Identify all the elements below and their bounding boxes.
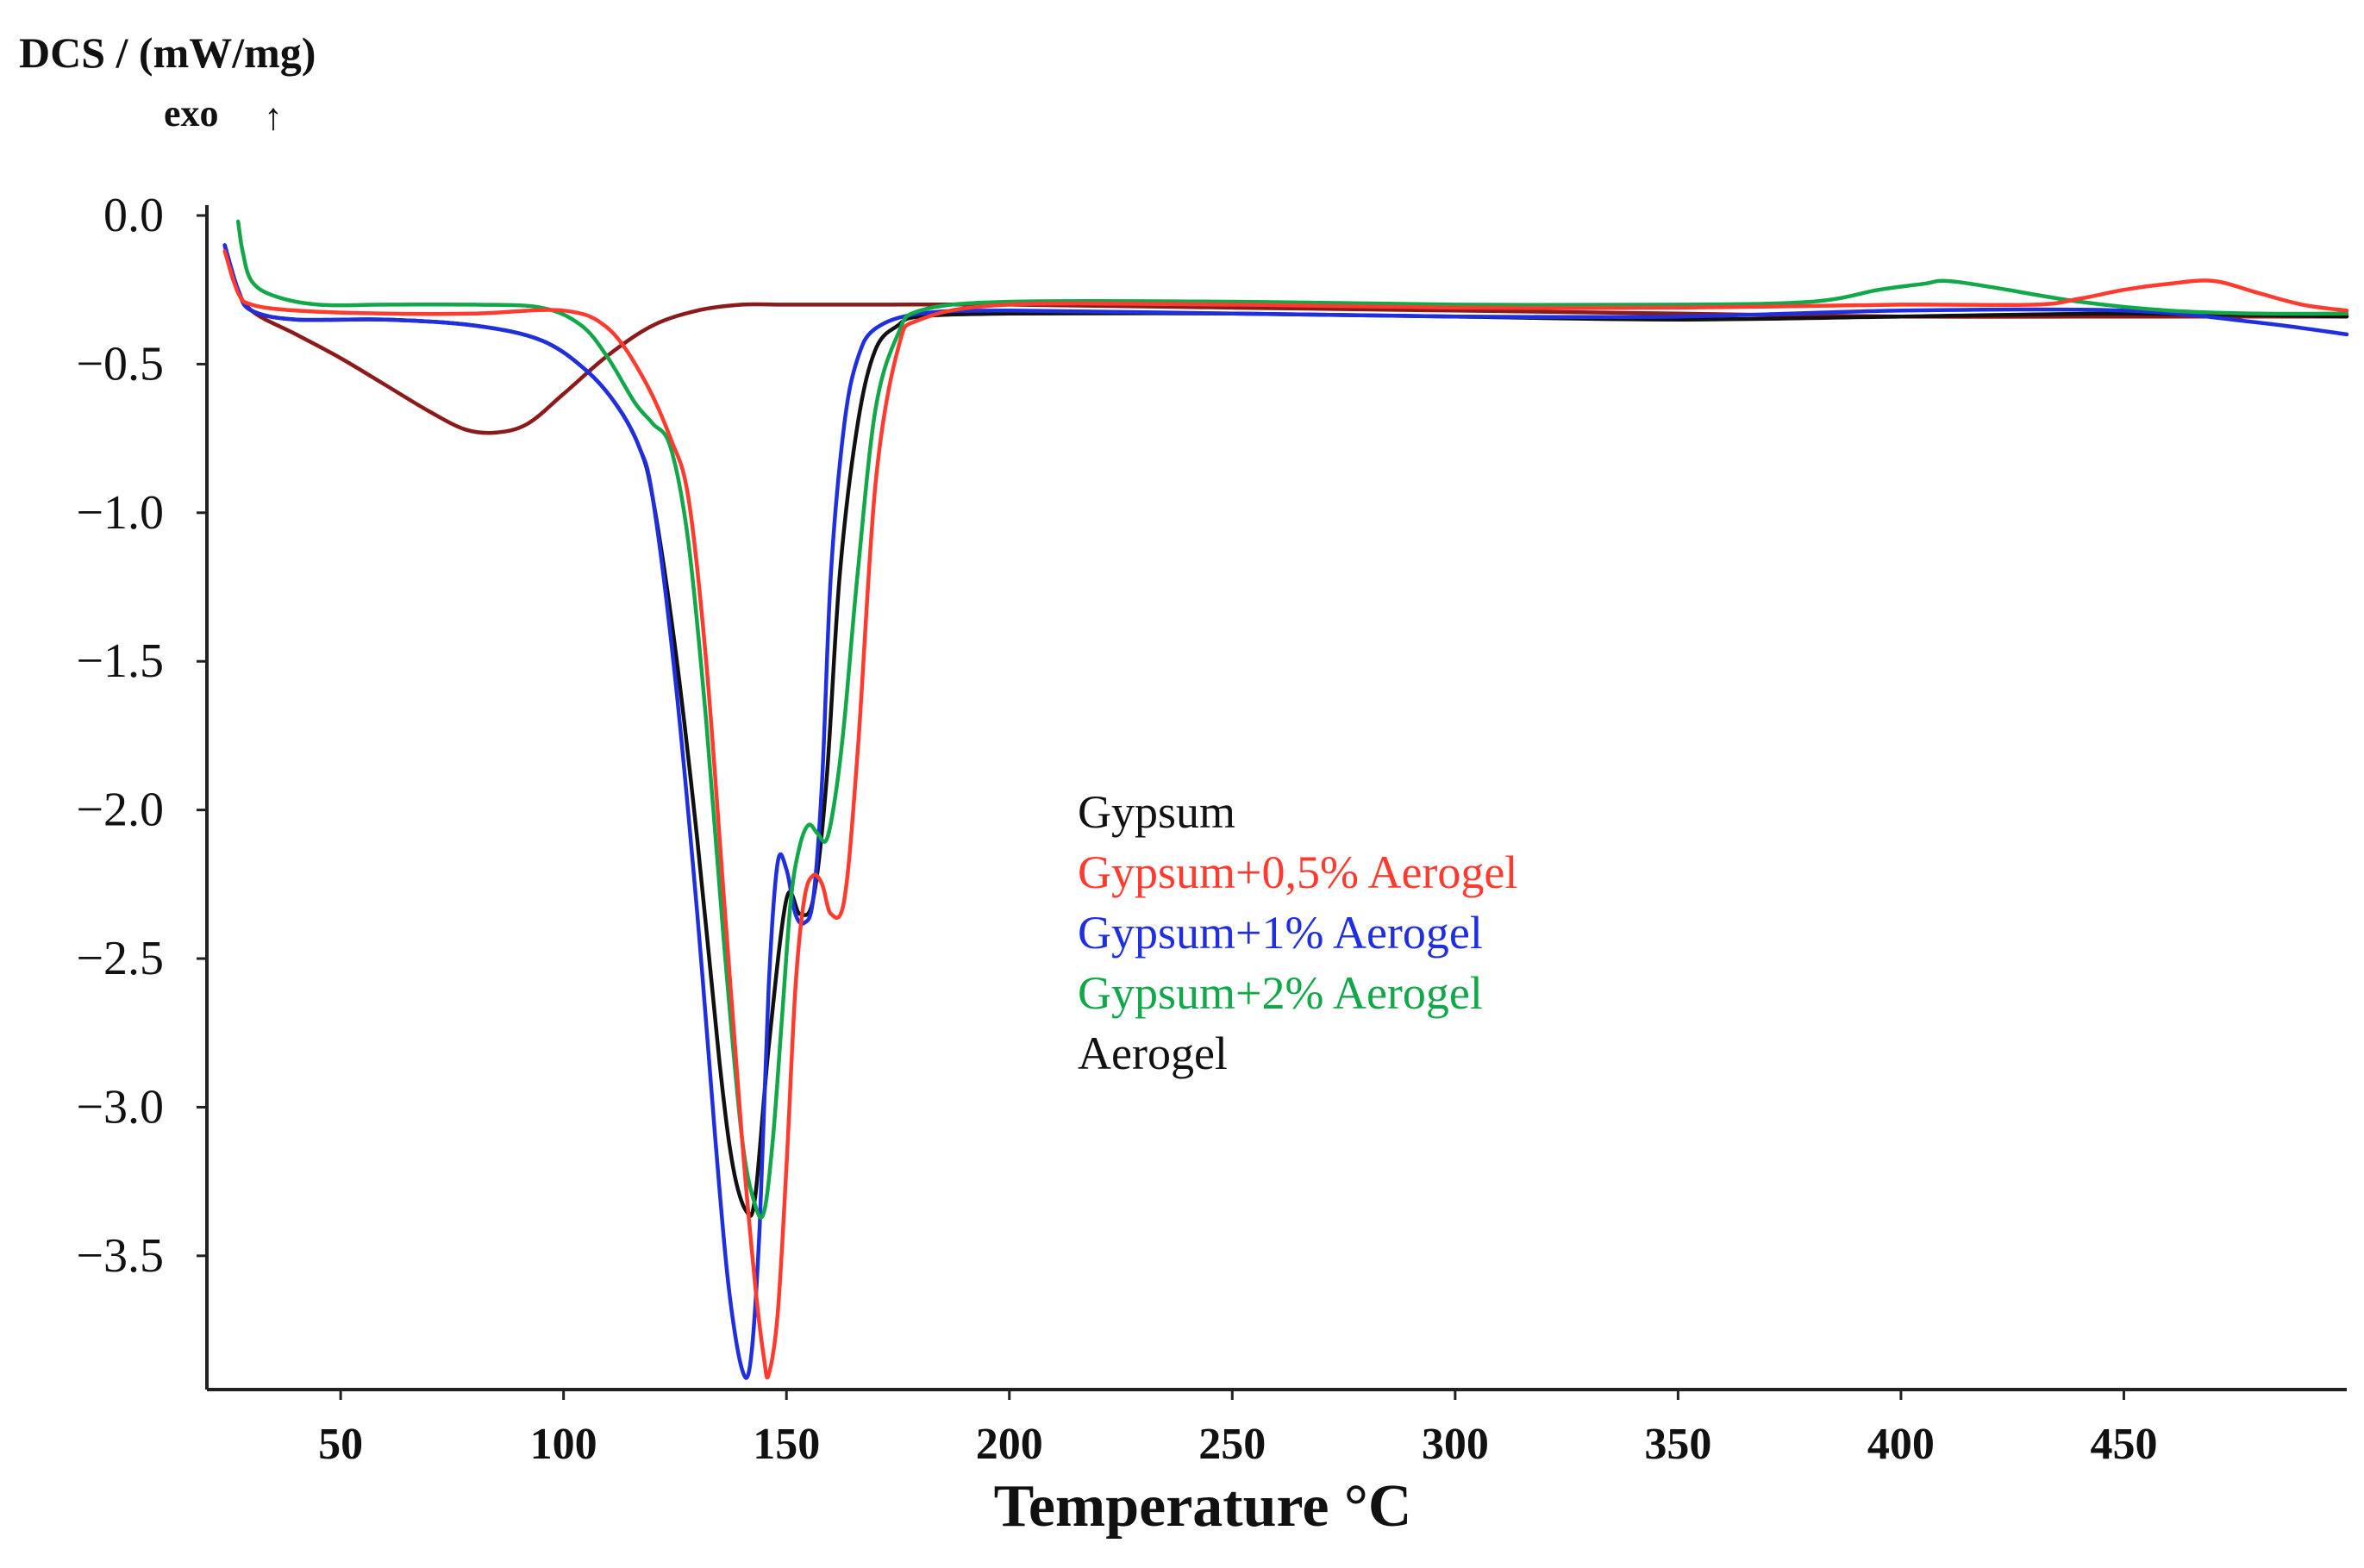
legend-entry: Gypsum+1% Aerogel — [1078, 907, 1483, 959]
y-axis-title: DCS / (mW/mg) exo ↑ — [19, 28, 316, 138]
x-tick-label: 250 — [1198, 1420, 1266, 1469]
x-tick-label: 300 — [1422, 1420, 1489, 1469]
series-lines — [222, 219, 2349, 1380]
x-axis-label: Temperature °C — [994, 1473, 1412, 1540]
y-tick-label: −2.5 — [76, 932, 164, 985]
x-tick-label: 350 — [1644, 1420, 1711, 1469]
legend-entry: Gypsum+2% Aerogel — [1078, 967, 1483, 1019]
exo-arrow-icon: ↑ — [264, 96, 283, 138]
legend-entry: Gypsum — [1078, 786, 1235, 838]
y-tick-label: −3.5 — [76, 1229, 164, 1283]
series-line-gypsum-2-aerogel — [235, 219, 2349, 1220]
y-ticks: 0.0 −0.5 −1.0 −1.5 −2.0 −2.5 −3.0 −3.5 — [76, 189, 207, 1283]
legend-entry: Gypsum+0,5% Aerogel — [1078, 846, 1517, 898]
x-tick-label: 150 — [753, 1420, 820, 1469]
series-line-gypsum — [222, 243, 2349, 1218]
x-tick-label: 400 — [1867, 1420, 1935, 1469]
x-tick-label: 100 — [530, 1420, 597, 1469]
y-tick-label: −3.0 — [76, 1080, 164, 1134]
y-axis-label: DCS / (mW/mg) — [19, 28, 316, 77]
y-axis-sublabel: exo — [164, 92, 219, 134]
x-tick-label: 50 — [318, 1420, 363, 1469]
series-line-gypsum-0-5-aerogel — [222, 249, 2349, 1380]
legend: Gypsum Gypsum+0,5% Aerogel Gypsum+1% Aerog… — [1078, 786, 1517, 1079]
y-tick-label: −1.0 — [76, 486, 164, 540]
x-tick-label: 200 — [976, 1420, 1043, 1469]
x-ticks: 50 100 150 200 250 300 350 400 450 — [318, 1390, 2157, 1469]
series-line-gypsum-1-aerogel — [222, 243, 2349, 1380]
legend-entry: Aerogel — [1078, 1028, 1228, 1079]
y-tick-label: −0.5 — [76, 337, 164, 390]
axes — [205, 205, 2347, 1391]
y-tick-label: −1.5 — [76, 634, 164, 688]
y-tick-label: −2.0 — [76, 784, 164, 837]
x-tick-label: 450 — [2090, 1420, 2157, 1469]
y-tick-label: 0.0 — [103, 189, 164, 242]
